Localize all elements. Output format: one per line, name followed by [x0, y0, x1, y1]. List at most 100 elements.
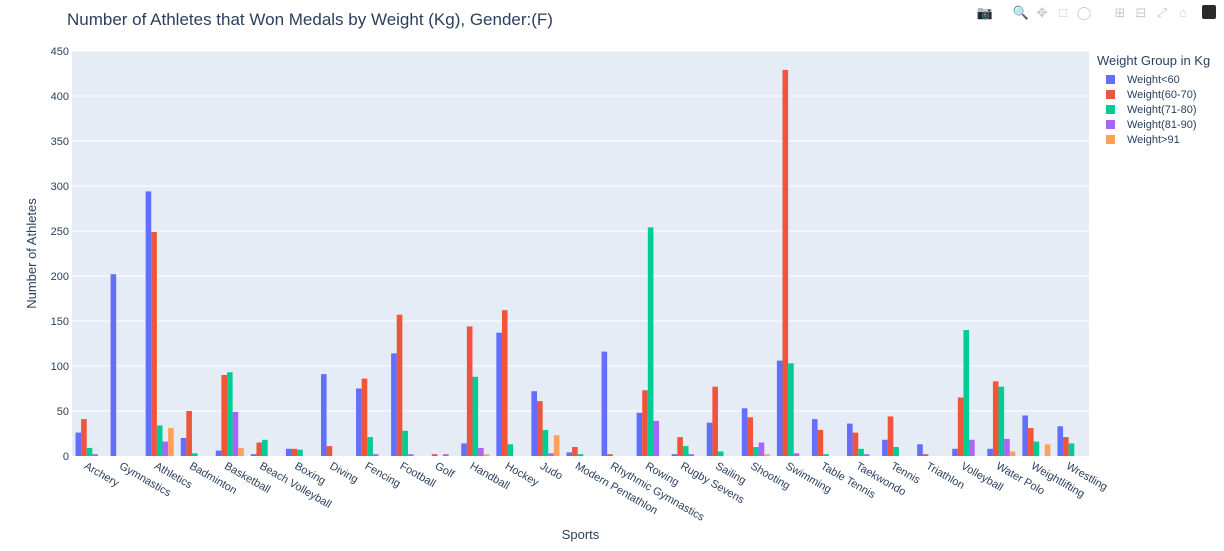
bar — [1009, 451, 1016, 456]
bar — [372, 454, 379, 456]
bar — [356, 388, 362, 456]
bar — [478, 447, 484, 456]
zoom-out-icon[interactable]: ⊟ — [1135, 4, 1147, 20]
bar — [250, 454, 257, 456]
y-tick-label: 350 — [51, 136, 69, 148]
bar — [1063, 437, 1069, 456]
bar — [1022, 415, 1028, 456]
x-tick-label: Handball — [468, 460, 512, 492]
x-tick-label: Football — [398, 460, 438, 490]
legend-item[interactable]: Weight(60-70) — [1106, 87, 1210, 102]
bar — [431, 454, 438, 456]
bar — [969, 439, 975, 456]
bar — [776, 360, 783, 456]
x-tick-label: Fencing — [363, 460, 403, 490]
bar — [542, 429, 549, 456]
pan-icon[interactable]: ✥ — [1036, 4, 1048, 20]
bar — [75, 432, 82, 456]
bar — [1057, 426, 1064, 456]
bar — [847, 423, 853, 456]
y-tick-label: 50 — [57, 406, 69, 418]
camera-icon[interactable]: 📷 — [976, 4, 994, 20]
box-select-icon[interactable]: □ — [1059, 4, 1067, 20]
bar — [753, 447, 759, 456]
bar — [992, 381, 999, 456]
bar — [215, 450, 222, 456]
reset-axes-icon[interactable]: ⌂ — [1179, 4, 1187, 20]
bar — [577, 454, 584, 456]
bar — [852, 432, 859, 456]
plotly-logo-icon[interactable] — [1202, 5, 1216, 19]
bar — [893, 447, 899, 456]
bar — [764, 454, 770, 456]
bar — [162, 441, 169, 456]
bar — [793, 453, 800, 456]
autoscale-icon[interactable]: ⤢ — [1156, 4, 1168, 20]
legend-swatch — [1106, 90, 1115, 99]
x-axis-title: Sports — [562, 527, 600, 542]
bar — [782, 69, 789, 457]
bar — [256, 442, 263, 456]
bar — [553, 435, 560, 456]
bar — [92, 454, 98, 456]
bar — [817, 429, 824, 456]
zoom-icon[interactable]: 🔍 — [1012, 4, 1030, 20]
legend-item[interactable]: Weight>91 — [1106, 132, 1210, 147]
bar — [957, 397, 964, 456]
bar — [361, 378, 368, 456]
bar — [858, 448, 864, 456]
bar — [1044, 444, 1051, 456]
bar — [537, 401, 543, 456]
legend-item[interactable]: Weight(71-80) — [1106, 102, 1210, 117]
bar — [443, 454, 449, 456]
bar — [987, 448, 993, 456]
bar — [483, 454, 490, 456]
bar — [168, 428, 174, 456]
legend-label: Weight(60-70) — [1127, 88, 1197, 101]
bar — [407, 454, 414, 456]
bar — [882, 439, 888, 456]
bar — [677, 437, 683, 456]
legend-label: Weight(81-90) — [1127, 118, 1197, 131]
bar — [887, 416, 894, 456]
y-tick-label: 200 — [51, 271, 69, 283]
bar — [145, 191, 152, 456]
bar — [367, 437, 373, 456]
legend-item[interactable]: Weight<60 — [1106, 72, 1210, 87]
chart-title: Number of Athletes that Won Medals by We… — [67, 10, 553, 29]
bar — [601, 351, 608, 456]
legend-swatch — [1106, 105, 1115, 114]
bar — [998, 386, 1005, 456]
bar — [717, 451, 724, 456]
zoom-in-icon[interactable]: ⊞ — [1114, 4, 1126, 20]
bar — [285, 448, 292, 456]
y-tick-label: 150 — [51, 316, 69, 328]
bar — [607, 454, 613, 456]
bar — [507, 444, 514, 456]
lasso-icon[interactable]: ◯ — [1076, 4, 1092, 20]
bar — [297, 449, 303, 456]
bar — [186, 411, 192, 456]
bar — [496, 332, 502, 456]
legend-item[interactable]: Weight(81-90) — [1106, 117, 1210, 132]
bar — [917, 444, 923, 456]
plot-background — [72, 51, 1089, 456]
bar — [811, 419, 818, 456]
legend-swatch — [1106, 75, 1115, 84]
y-tick-label: 400 — [51, 91, 69, 103]
bar — [156, 425, 163, 456]
bar — [461, 443, 467, 456]
y-tick-label: 100 — [51, 361, 69, 373]
bar — [823, 454, 829, 456]
legend-swatch — [1106, 135, 1115, 144]
bar — [402, 430, 408, 456]
x-tick-label: Archery — [82, 460, 121, 490]
bar — [922, 454, 929, 456]
legend-label: Weight(71-80) — [1127, 103, 1197, 116]
bar — [1068, 443, 1075, 456]
bar — [963, 330, 970, 456]
bar — [320, 374, 327, 456]
bar — [262, 439, 268, 456]
legend-label: Weight<60 — [1127, 73, 1180, 86]
